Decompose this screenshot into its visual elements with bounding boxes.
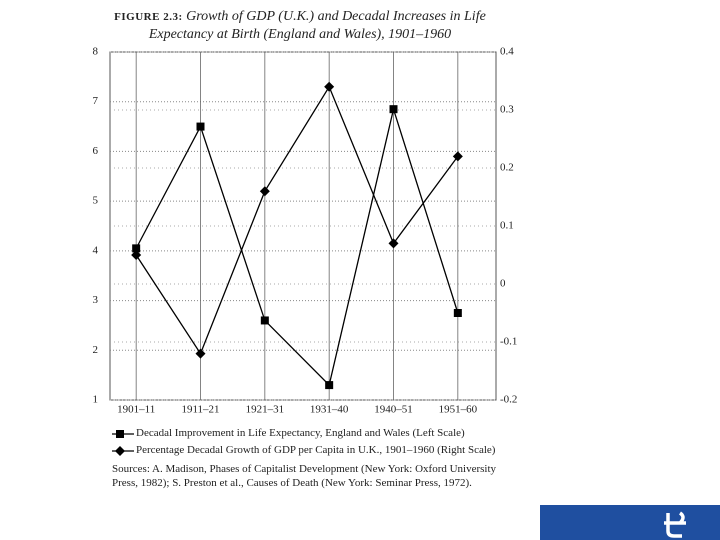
series-line (135, 85, 459, 356)
y-tick-label: 5 (93, 195, 99, 207)
y-tick-label: 8 (93, 46, 99, 58)
y-tick-label: 2 (93, 344, 99, 356)
source-note: Sources: A. Madison, Phases of Capitalis… (112, 463, 497, 489)
marker-square (260, 316, 269, 325)
legend-icon (112, 429, 134, 438)
y2-tick-label: 0.4 (500, 46, 514, 58)
marker-square (453, 309, 462, 317)
marker-square (116, 429, 124, 438)
marker-square (196, 122, 205, 131)
chart-title: Growth of GDP (U.K.) and Decadal Increas… (148, 9, 486, 42)
y-tick-label: 4 (93, 244, 99, 256)
marker-diamond (195, 348, 206, 359)
y-tick-label: 1 (93, 394, 99, 406)
y2-tick-label: -0.1 (500, 336, 517, 348)
marker-square (132, 244, 141, 253)
x-tick-label: 1921–31 (246, 404, 285, 416)
series-line (135, 106, 459, 387)
y2-tick-label: 0.2 (500, 162, 514, 174)
marker-diamond (131, 250, 142, 260)
x-tick-label: 1911–21 (181, 404, 219, 416)
marker-diamond (388, 238, 399, 249)
footer-band (540, 505, 720, 540)
legend: Decadal Improvement in Life Expectancy, … (112, 425, 495, 459)
marker-square (389, 105, 398, 114)
y2-tick-label: 0.3 (500, 104, 514, 116)
x-tick-label: 1931–40 (310, 404, 349, 416)
y-tick-label: 6 (93, 145, 99, 157)
legend-icon (112, 445, 134, 456)
marker-diamond (259, 186, 270, 197)
legend-entry: Decadal Improvement in Life Expectancy, … (112, 425, 495, 442)
x-tick-label: 1951–60 (439, 404, 478, 416)
y2-tick-label: 0 (500, 278, 506, 290)
figure-label: FIGURE 2.3: (114, 11, 183, 23)
x-tick-label: 1901–11 (117, 404, 155, 416)
legend-label: Decadal Improvement in Life Expectancy, … (136, 427, 465, 439)
x-tick-label: 1940–51 (374, 404, 413, 416)
legend-label: Percentage Decadal Growth of GDP per Cap… (136, 444, 496, 456)
y-tick-label: 7 (93, 95, 99, 107)
chart-title-block: FIGURE 2.3: Growth of GDP (U.K.) and Dec… (110, 8, 490, 44)
marker-square (325, 381, 334, 390)
legend-entry: Percentage Decadal Growth of GDP per Cap… (112, 442, 495, 459)
logo (664, 511, 686, 538)
marker-diamond (324, 81, 335, 92)
marker-diamond (452, 151, 463, 162)
y2-tick-label: -0.2 (500, 394, 517, 406)
marker-diamond (115, 445, 125, 456)
y-tick-label: 3 (93, 294, 99, 306)
y2-tick-label: 0.1 (500, 220, 514, 232)
